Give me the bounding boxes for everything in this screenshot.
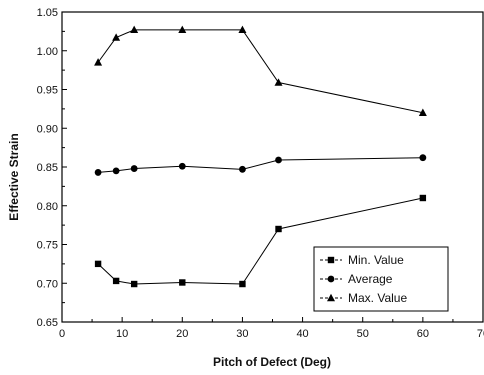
- data-point: [239, 165, 246, 173]
- series-square: [94, 194, 427, 288]
- x-axis-title: Pitch of Defect (Deg): [213, 355, 331, 369]
- series-layer: [94, 25, 427, 288]
- data-point: [112, 277, 120, 285]
- data-point: [275, 225, 282, 233]
- y-tick-label: 0.75: [37, 240, 58, 252]
- legend-item: Max. Value: [320, 291, 407, 305]
- series-line: [97, 29, 423, 114]
- data-point: [130, 280, 138, 288]
- legend: Min. Value Average Max. Value: [313, 246, 449, 312]
- legend-label: Average: [348, 272, 393, 286]
- x-tick-label: 20: [176, 328, 188, 340]
- x-tick-label: 0: [59, 328, 65, 340]
- legend-item: Min. Value: [320, 253, 404, 267]
- legend-item: Average: [320, 272, 393, 286]
- data-point: [274, 78, 283, 86]
- x-tick-label: 60: [417, 328, 429, 340]
- data-point: [419, 154, 427, 162]
- legend-label: Min. Value: [348, 253, 404, 267]
- x-tick-label: 30: [236, 328, 248, 340]
- y-tick-label: 0.80: [37, 201, 58, 213]
- y-tick-label: 0.70: [37, 278, 58, 290]
- axis-ticks: 0 10 20 30 40 50 60 70 0.65 0.70 0.75 0.80 0.85 0.90 0…: [37, 7, 484, 340]
- data-point: [112, 167, 120, 175]
- data-point: [94, 58, 103, 66]
- y-axis-title: Effective Strain: [7, 133, 21, 220]
- data-point: [94, 169, 102, 176]
- x-tick-label: 50: [357, 328, 369, 340]
- data-point: [239, 280, 246, 288]
- series-line: [98, 157, 423, 173]
- legend-marker: [327, 275, 335, 283]
- legend-marker: [327, 293, 335, 302]
- data-point: [418, 108, 427, 116]
- y-tick-label: 0.95: [37, 85, 58, 97]
- series-triangle: [94, 25, 427, 116]
- data-point: [112, 33, 121, 41]
- data-point: [179, 279, 186, 286]
- legend-marker: [327, 256, 335, 264]
- series-circle: [94, 154, 427, 176]
- data-point: [419, 194, 427, 202]
- data-point: [178, 162, 186, 170]
- data-point: [130, 165, 138, 172]
- y-tick-label: 0.90: [37, 123, 58, 135]
- x-tick-label: 40: [296, 328, 308, 340]
- data-point: [238, 25, 247, 34]
- data-point: [178, 25, 187, 34]
- y-tick-label: 0.65: [37, 317, 58, 329]
- data-point: [275, 156, 282, 164]
- y-tick-label: 1.05: [37, 7, 58, 19]
- x-tick-label: 70: [477, 328, 484, 340]
- data-point: [130, 25, 139, 34]
- legend-label: Max. Value: [348, 291, 407, 305]
- y-tick-label: 0.85: [37, 162, 58, 174]
- data-point: [94, 260, 102, 268]
- y-tick-label: 1.00: [37, 46, 58, 58]
- x-tick-label: 10: [116, 328, 128, 340]
